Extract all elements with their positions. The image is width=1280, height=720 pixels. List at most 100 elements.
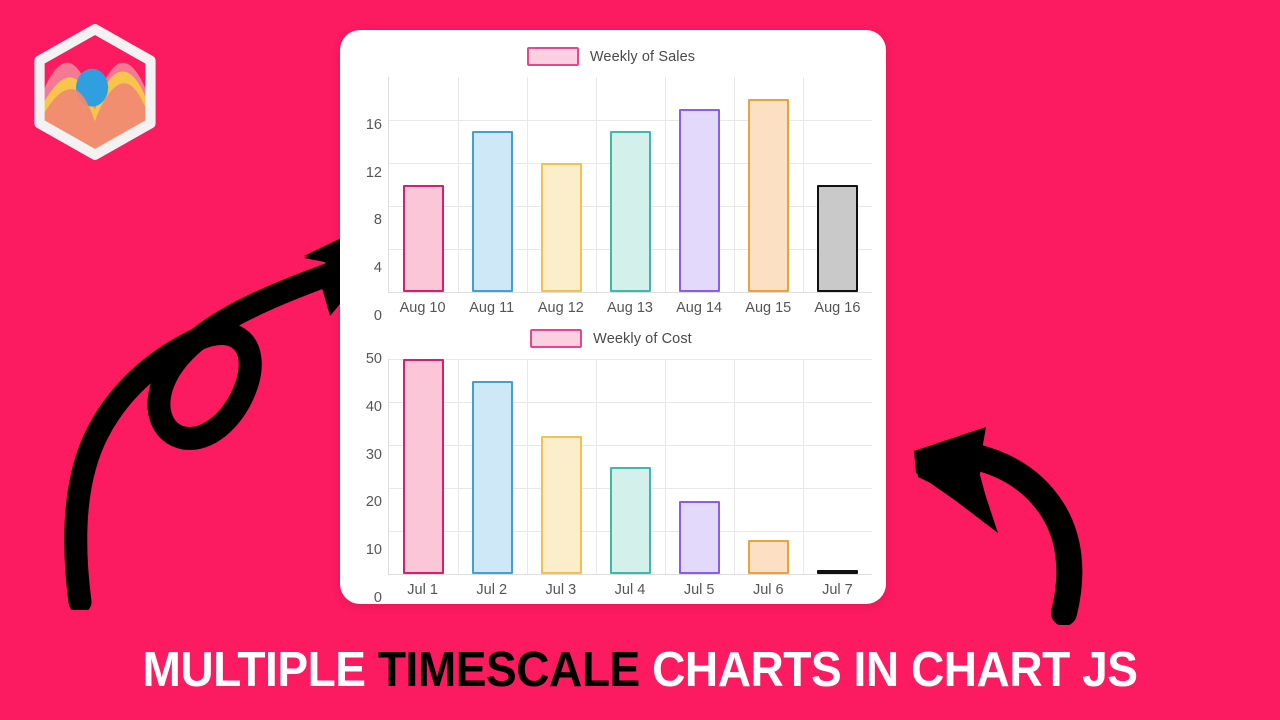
x-tick-label: Aug 11 bbox=[469, 300, 515, 316]
bar-slot bbox=[734, 359, 803, 574]
arrow-left-icon bbox=[64, 230, 366, 614]
y-tick-label: 20 bbox=[365, 494, 382, 511]
bar[interactable] bbox=[541, 436, 582, 574]
bar-slot bbox=[527, 359, 596, 574]
gridline-vertical bbox=[527, 77, 528, 292]
bar-slot bbox=[458, 359, 527, 574]
page-title: MULTIPLE TIMESCALE CHARTS IN CHART JS bbox=[38, 642, 1241, 698]
bar[interactable] bbox=[748, 539, 789, 574]
gridline-horizontal bbox=[389, 402, 872, 403]
x-tick-label: Jul 3 bbox=[545, 582, 577, 598]
bar[interactable] bbox=[472, 130, 513, 292]
legend-label-cost: Weekly of Cost bbox=[593, 330, 692, 347]
legend-cost[interactable]: Weekly of Cost bbox=[350, 320, 872, 359]
y-tick-label: 40 bbox=[365, 398, 382, 415]
bar[interactable] bbox=[748, 98, 789, 292]
x-tick-label: Jul 4 bbox=[614, 582, 646, 598]
gridline-vertical bbox=[665, 77, 666, 292]
bar-slot bbox=[389, 359, 458, 574]
gridline-horizontal bbox=[389, 445, 872, 446]
chartjs-logo bbox=[22, 18, 168, 166]
gridline-vertical bbox=[596, 359, 597, 574]
gridline-vertical bbox=[803, 359, 804, 574]
title-part-3: CHARTS IN CHART JS bbox=[639, 643, 1138, 697]
x-tick-label: Jul 7 bbox=[822, 582, 853, 598]
gridline-horizontal bbox=[389, 120, 872, 121]
gridline-vertical bbox=[458, 77, 459, 292]
y-tick-label: 0 bbox=[373, 308, 382, 324]
bar-slot bbox=[458, 77, 527, 292]
legend-sales[interactable]: Weekly of Sales bbox=[350, 38, 872, 77]
title-part-1: MULTIPLE bbox=[142, 643, 378, 697]
plot-area-sales bbox=[388, 77, 872, 293]
x-tick-label: Aug 13 bbox=[607, 300, 653, 316]
y-tick-label: 0 bbox=[373, 590, 382, 606]
y-tick-label: 12 bbox=[365, 164, 382, 181]
logo-blob-blue bbox=[76, 68, 109, 107]
bar[interactable] bbox=[817, 184, 858, 292]
bar-slot bbox=[389, 77, 458, 292]
y-axis-sales: 0 4 8 12 16 bbox=[350, 77, 388, 324]
gridline-vertical bbox=[734, 359, 735, 574]
x-tick-label: Aug 16 bbox=[814, 300, 861, 316]
bar-slot bbox=[596, 359, 665, 574]
legend-swatch-cost[interactable] bbox=[530, 329, 583, 348]
y-tick-label: 10 bbox=[365, 542, 382, 559]
bar-series bbox=[389, 77, 872, 292]
logo-hexagon-outline bbox=[34, 24, 156, 160]
x-tick-label: Jul 2 bbox=[476, 582, 508, 598]
y-tick-label: 16 bbox=[365, 116, 382, 133]
bar-series bbox=[389, 359, 872, 574]
bar[interactable] bbox=[610, 130, 651, 292]
x-tick-label: Jul 6 bbox=[752, 582, 784, 598]
x-tick-label: Aug 12 bbox=[537, 300, 584, 316]
curved-loop-arrow-up-right bbox=[58, 210, 378, 614]
x-tick-label: Aug 10 bbox=[399, 300, 446, 316]
curved-arrow-up-left bbox=[898, 415, 1128, 626]
bar[interactable] bbox=[403, 184, 444, 292]
bar-slot bbox=[665, 359, 734, 574]
plot-wrap-sales: 0 4 8 12 16 Aug 10 Aug 11 Aug 12 Aug 13 Aug 14 Au… bbox=[350, 77, 872, 324]
x-tick-label: Jul 1 bbox=[407, 582, 438, 598]
x-axis-cost: Jul 1 Jul 2 Jul 3 Jul 4 Jul 5 Jul 6 Jul 7 bbox=[388, 575, 872, 598]
x-tick-label: Aug 14 bbox=[676, 300, 723, 316]
chart-sales: Weekly of Sales 0 4 8 12 16 Aug 10 Aug 11 Aug … bbox=[350, 38, 872, 324]
x-axis-sales: Aug 10 Aug 11 Aug 12 Aug 13 Aug 14 Aug 15 Aug … bbox=[388, 293, 872, 316]
plot-area-cost bbox=[388, 359, 872, 575]
bar-slot bbox=[596, 77, 665, 292]
y-axis-cost: 0 10 20 30 40 50 bbox=[350, 351, 388, 606]
bar[interactable] bbox=[403, 359, 444, 574]
bar[interactable] bbox=[679, 500, 720, 574]
charts-card: Weekly of Sales 0 4 8 12 16 Aug 10 Aug 11 Aug … bbox=[340, 30, 886, 606]
bar-slot bbox=[803, 359, 872, 574]
plot-wrap-cost: 0 10 20 30 40 50 Jul 1 Jul 2 Jul 3 Jul 4 Jul 5 Jul… bbox=[350, 351, 872, 606]
bar[interactable] bbox=[472, 380, 513, 574]
gridline-vertical bbox=[734, 77, 735, 292]
bar[interactable] bbox=[817, 570, 858, 574]
gridline-vertical bbox=[458, 359, 459, 574]
legend-swatch-sales[interactable] bbox=[526, 47, 579, 66]
y-tick-label: 50 bbox=[365, 351, 382, 367]
y-tick-label: 30 bbox=[365, 446, 382, 463]
bar-slot bbox=[665, 77, 734, 292]
gridline-vertical bbox=[527, 359, 528, 574]
bar[interactable] bbox=[679, 109, 720, 292]
gridline-horizontal bbox=[389, 359, 872, 360]
bar-slot bbox=[734, 77, 803, 292]
title-part-2: TIMESCALE bbox=[377, 643, 640, 697]
plot-col-sales: Aug 10 Aug 11 Aug 12 Aug 13 Aug 14 Aug 15 Aug … bbox=[388, 77, 872, 316]
plot-col-cost: Jul 1 Jul 2 Jul 3 Jul 4 Jul 5 Jul 6 Jul 7 bbox=[388, 359, 872, 598]
y-tick-label: 4 bbox=[373, 260, 382, 277]
x-tick-label: Aug 15 bbox=[745, 300, 792, 316]
bar[interactable] bbox=[541, 163, 582, 292]
arrow-right-icon bbox=[914, 427, 1083, 626]
gridline-vertical bbox=[803, 77, 804, 292]
bar-slot bbox=[803, 77, 872, 292]
gridline-vertical bbox=[665, 359, 666, 574]
bar-slot bbox=[527, 77, 596, 292]
chartjs-logo-icon bbox=[34, 24, 156, 160]
chart-cost: Weekly of Cost 0 10 20 30 40 50 Jul 1 Jul 2 Jul… bbox=[350, 320, 872, 606]
legend-label-sales: Weekly of Sales bbox=[589, 48, 696, 65]
gridline-vertical bbox=[596, 77, 597, 292]
bar[interactable] bbox=[610, 466, 651, 574]
